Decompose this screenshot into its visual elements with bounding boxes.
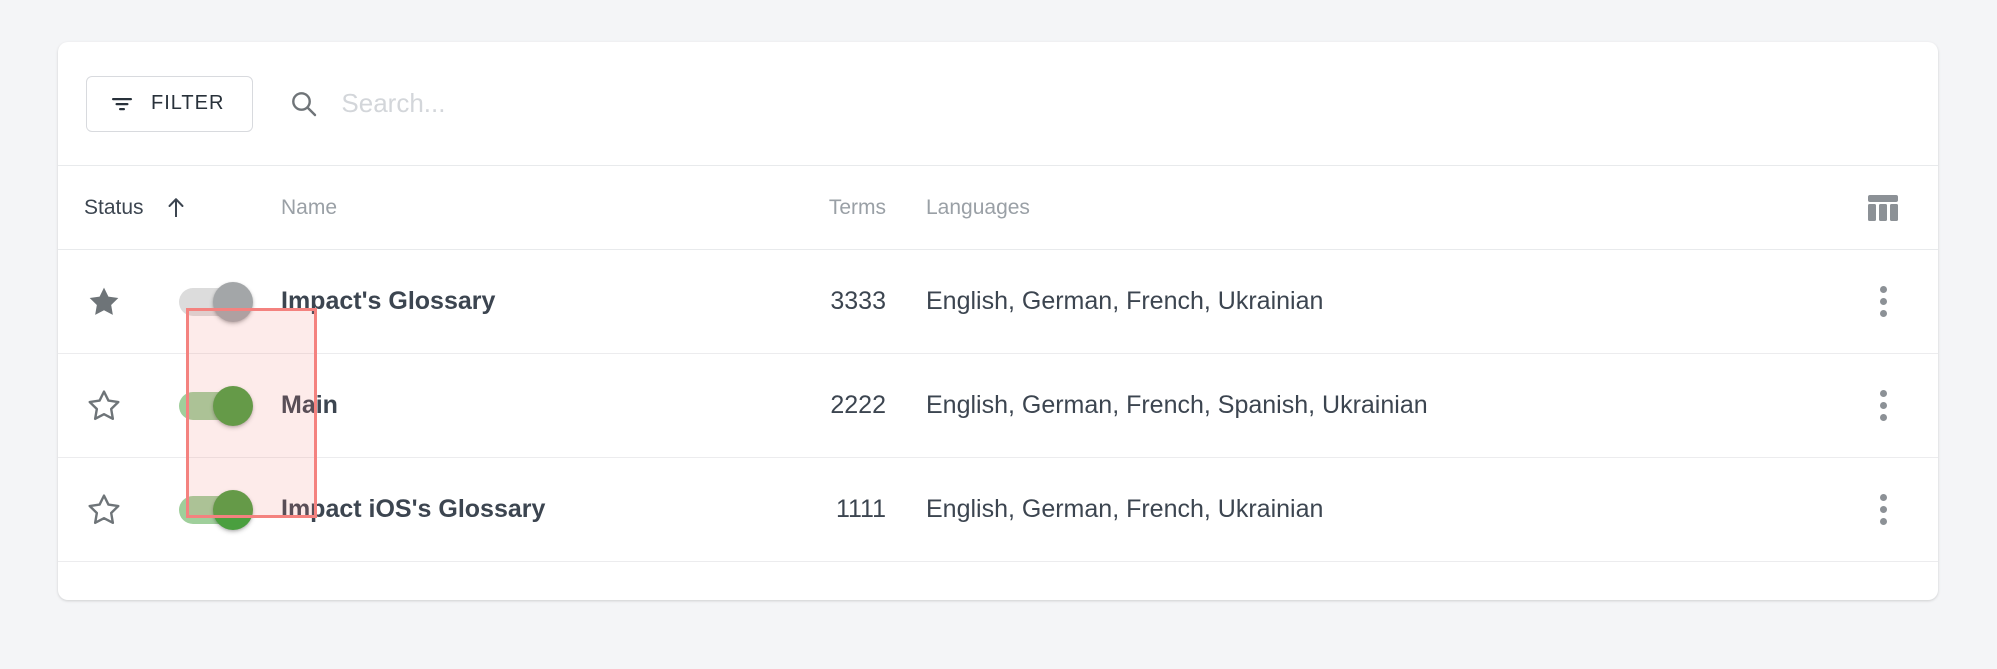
table-row[interactable]: Impact iOS's Glossary 1111 English, Germ… xyxy=(58,458,1938,562)
column-header-terms[interactable]: Terms xyxy=(741,196,886,220)
star-filled-icon[interactable] xyxy=(86,284,122,320)
cell-terms: 2222 xyxy=(741,391,886,420)
cell-name: Impact's Glossary xyxy=(281,287,741,316)
column-header-languages[interactable]: Languages xyxy=(886,196,1828,220)
languages-list: English, German, French, Ukrainian xyxy=(926,287,1324,315)
column-header-status-label: Status xyxy=(84,195,144,219)
toggle-thumb xyxy=(212,281,253,322)
languages-list: English, German, French, Spanish, Ukrain… xyxy=(926,391,1428,419)
cell-name: Impact iOS's Glossary xyxy=(281,495,741,524)
row-menu-button[interactable] xyxy=(1828,389,1938,423)
cell-languages: English, German, French, Spanish, Ukrain… xyxy=(886,391,1828,420)
terms-count: 2222 xyxy=(830,391,886,419)
terms-count: 1111 xyxy=(835,495,886,523)
table-columns-icon xyxy=(1866,193,1900,223)
status-toggle[interactable] xyxy=(178,489,253,530)
kebab-menu-icon[interactable] xyxy=(1866,285,1900,319)
cell-terms: 3333 xyxy=(741,287,886,316)
table-row[interactable]: Impact's Glossary 3333 English, German, … xyxy=(58,250,1938,354)
filter-button[interactable]: FILTER xyxy=(86,75,254,132)
table-toolbar: FILTER xyxy=(58,42,1938,166)
cell-languages: English, German, French, Ukrainian xyxy=(886,495,1828,524)
column-header-name-label: Name xyxy=(281,195,338,219)
row-menu-button[interactable] xyxy=(1828,285,1938,319)
terms-count: 3333 xyxy=(830,287,886,315)
favorite-toggle[interactable] xyxy=(58,492,150,528)
column-header-name[interactable]: Name xyxy=(281,196,741,220)
column-settings-button[interactable] xyxy=(1828,193,1938,223)
toggle-thumb xyxy=(212,385,253,426)
cell-name: Main xyxy=(281,391,741,420)
status-toggle[interactable] xyxy=(178,385,253,426)
filter-button-label: FILTER xyxy=(151,92,225,114)
column-header-terms-label: Terms xyxy=(828,195,886,219)
glossary-name: Main xyxy=(281,391,338,419)
toggle-thumb xyxy=(212,489,253,530)
favorite-toggle[interactable] xyxy=(58,388,150,424)
table-header-row: Status Name Terms Languages xyxy=(58,166,1938,250)
status-toggle-cell[interactable] xyxy=(150,385,281,426)
glossary-name: Impact's Glossary xyxy=(281,287,496,315)
kebab-menu-icon[interactable] xyxy=(1866,389,1900,423)
column-header-status[interactable]: Status xyxy=(58,196,281,220)
languages-list: English, German, French, Ukrainian xyxy=(926,495,1324,523)
kebab-menu-icon[interactable] xyxy=(1866,493,1900,527)
search-icon xyxy=(289,89,319,119)
glossaries-card: FILTER Status xyxy=(58,42,1938,600)
table-row[interactable]: Main 2222 English, German, French, Spani… xyxy=(58,354,1938,458)
status-toggle-cell[interactable] xyxy=(150,489,281,530)
star-outline-icon[interactable] xyxy=(86,492,122,528)
cell-languages: English, German, French, Ukrainian xyxy=(886,287,1828,316)
star-outline-icon[interactable] xyxy=(86,388,122,424)
column-header-languages-label: Languages xyxy=(926,195,1030,219)
status-toggle[interactable] xyxy=(178,281,253,322)
favorite-toggle[interactable] xyxy=(58,284,150,320)
search-box[interactable] xyxy=(289,76,1938,132)
row-menu-button[interactable] xyxy=(1828,493,1938,527)
search-input[interactable] xyxy=(341,88,1938,119)
filter-icon xyxy=(111,94,133,114)
cell-terms: 1111 xyxy=(741,495,886,524)
status-toggle-cell[interactable] xyxy=(150,281,281,322)
arrow-up-icon[interactable] xyxy=(166,196,186,220)
glossary-name: Impact iOS's Glossary xyxy=(281,495,546,523)
